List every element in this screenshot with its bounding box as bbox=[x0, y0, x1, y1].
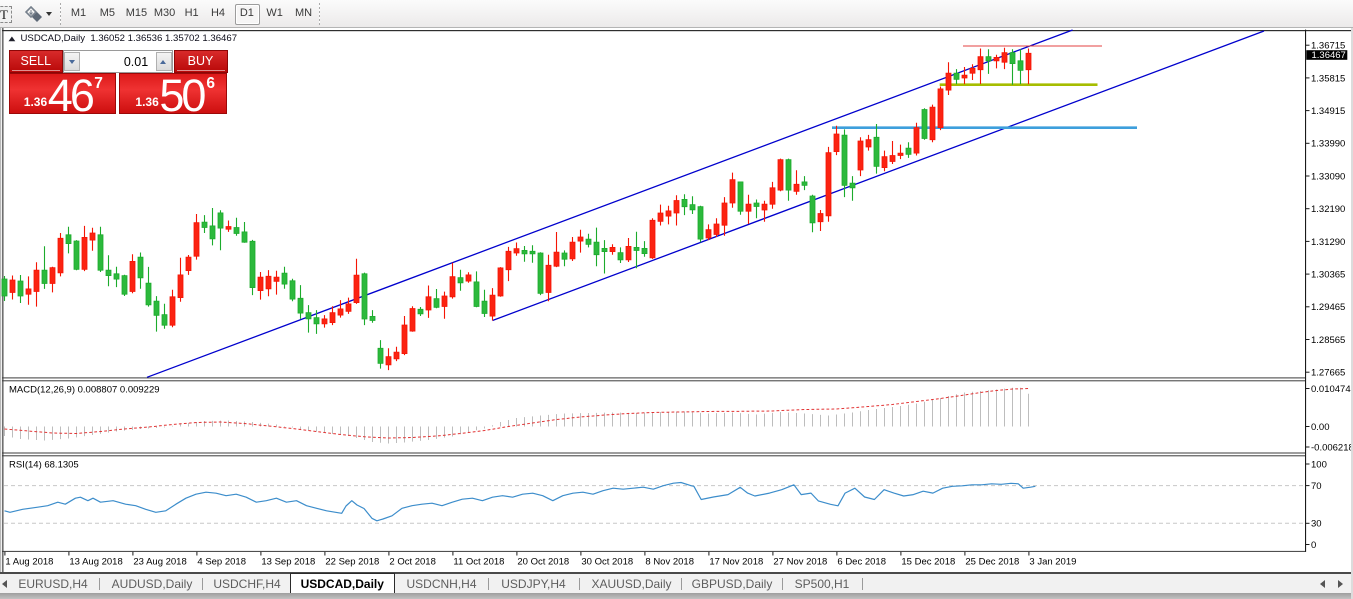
svg-text:23 Aug 2018: 23 Aug 2018 bbox=[133, 557, 186, 568]
svg-text:1.32190: 1.32190 bbox=[1311, 204, 1345, 215]
svg-text:20 Oct 2018: 20 Oct 2018 bbox=[517, 557, 569, 568]
svg-text:25 Dec 2018: 25 Dec 2018 bbox=[965, 557, 1019, 568]
svg-text:13 Sep 2018: 13 Sep 2018 bbox=[261, 557, 315, 568]
svg-text:8 Nov 2018: 8 Nov 2018 bbox=[645, 557, 694, 568]
svg-text:RSI(14) 68.1305: RSI(14) 68.1305 bbox=[9, 460, 79, 471]
svg-text:1.31290: 1.31290 bbox=[1311, 237, 1345, 248]
svg-text:27 Nov 2018: 27 Nov 2018 bbox=[773, 557, 827, 568]
svg-text:30 Oct 2018: 30 Oct 2018 bbox=[581, 557, 633, 568]
svg-text:0.00: 0.00 bbox=[1311, 422, 1330, 433]
svg-text:1.30365: 1.30365 bbox=[1311, 270, 1345, 281]
svg-text:-0.006218: -0.006218 bbox=[1311, 442, 1353, 453]
svg-text:100: 100 bbox=[1311, 459, 1327, 470]
svg-text:1.36467: 1.36467 bbox=[1312, 50, 1346, 61]
svg-text:1.36715: 1.36715 bbox=[1311, 41, 1345, 52]
svg-text:1 Aug 2018: 1 Aug 2018 bbox=[5, 557, 53, 568]
svg-text:4 Sep 2018: 4 Sep 2018 bbox=[197, 557, 246, 568]
svg-text:1.29465: 1.29465 bbox=[1311, 302, 1345, 313]
svg-text:1.27665: 1.27665 bbox=[1311, 368, 1345, 379]
svg-text:1.35815: 1.35815 bbox=[1311, 73, 1345, 84]
svg-text:2 Oct 2018: 2 Oct 2018 bbox=[389, 557, 435, 568]
svg-text:6 Dec 2018: 6 Dec 2018 bbox=[837, 557, 886, 568]
svg-text:0: 0 bbox=[1311, 540, 1316, 551]
svg-text:70: 70 bbox=[1311, 481, 1322, 492]
svg-text:1.28565: 1.28565 bbox=[1311, 335, 1345, 346]
svg-text:1.34915: 1.34915 bbox=[1311, 106, 1345, 117]
svg-text:1.33990: 1.33990 bbox=[1311, 139, 1345, 150]
svg-text:USDCAD,Daily 1.36052 1.36536: USDCAD,Daily 1.36052 1.36536 1.35702 1.3… bbox=[21, 33, 238, 44]
svg-text:1.33090: 1.33090 bbox=[1311, 171, 1345, 182]
svg-text:30: 30 bbox=[1311, 519, 1322, 530]
svg-text:22 Sep 2018: 22 Sep 2018 bbox=[325, 557, 379, 568]
svg-text:MACD(12,26,9) 0.008807 0.00922: MACD(12,26,9) 0.008807 0.009229 bbox=[9, 385, 160, 396]
svg-text:13 Aug 2018: 13 Aug 2018 bbox=[69, 557, 122, 568]
svg-text:0.010474: 0.010474 bbox=[1311, 384, 1351, 395]
svg-text:11 Oct 2018: 11 Oct 2018 bbox=[453, 557, 504, 568]
svg-text:17 Nov 2018: 17 Nov 2018 bbox=[709, 557, 763, 568]
svg-text:3 Jan 2019: 3 Jan 2019 bbox=[1029, 557, 1076, 568]
svg-text:15 Dec 2018: 15 Dec 2018 bbox=[901, 557, 955, 568]
